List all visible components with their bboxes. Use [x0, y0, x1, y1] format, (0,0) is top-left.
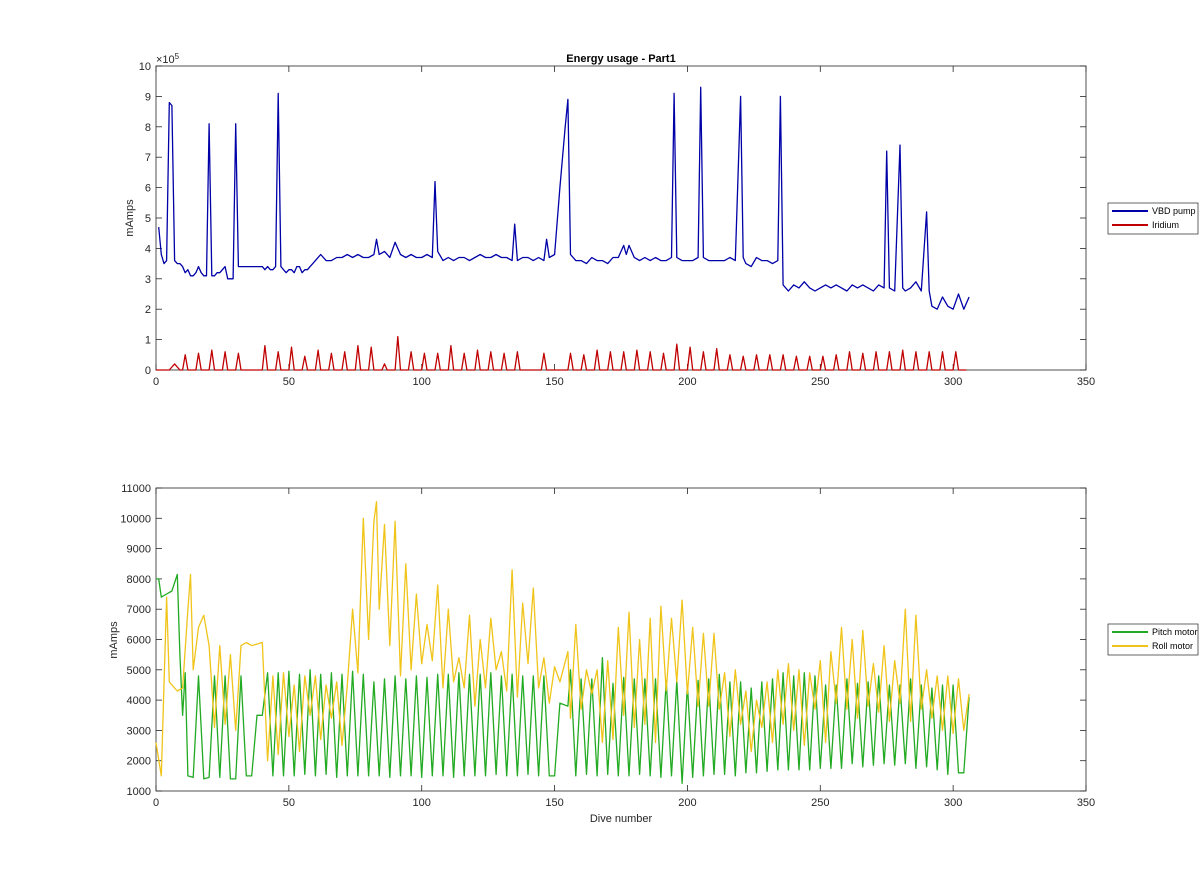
top-x-tick-label: 350: [1077, 376, 1095, 388]
top-x-tick-label: 200: [678, 376, 696, 388]
top-y-tick-label: 9: [145, 91, 151, 103]
top-y-tick-label: 6: [145, 183, 151, 195]
top-y-ticks: 0 1 2 3 4 5 6 7 8 9 10: [139, 61, 1086, 377]
top-x-tick-label: 300: [944, 376, 962, 388]
bottom-x-axis-label: Dive number: [590, 813, 653, 825]
top-series-group: [156, 86, 970, 371]
top-y-axis-label: mAmps: [124, 199, 136, 237]
top-legend-label-iridium: Iridium: [1152, 220, 1179, 230]
top-y-tick-label: 1: [145, 335, 151, 347]
top-y-tick-label: 3: [145, 274, 151, 286]
top-legend: VBD pump Iridium: [1107, 202, 1199, 235]
bot-y-tick-label: 5000: [127, 665, 151, 677]
top-y-tick-label: 0: [145, 365, 151, 377]
bot-x-tick-label: 200: [678, 797, 696, 809]
bottom-legend: Pitch motor Roll motor: [1107, 623, 1199, 656]
top-plot-area: [155, 65, 1087, 371]
bottom-y-axis-label: mAmps: [108, 621, 120, 659]
bottom-plot-area: [155, 487, 1087, 792]
top-y-tick-label: 4: [145, 243, 151, 255]
bottom-series-group: [155, 500, 970, 785]
bot-y-tick-label: 3000: [127, 725, 151, 737]
top-y-tick-label: 10: [139, 61, 151, 73]
top-x-tick-label: 150: [545, 376, 563, 388]
top-x-tick-label: 100: [413, 376, 431, 388]
bot-y-tick-label: 6000: [127, 635, 151, 647]
bottom-legend-box: [1107, 623, 1199, 656]
bot-y-tick-label: 11000: [121, 483, 151, 495]
top-y-exponent: ×105: [156, 52, 180, 66]
bottom-legend-label-roll: Roll motor: [1152, 641, 1193, 651]
bot-x-tick-label: 300: [944, 797, 962, 809]
bottom-legend-label-pitch: Pitch motor: [1152, 627, 1198, 637]
bot-x-tick-label: 50: [283, 797, 295, 809]
bot-x-tick-label: 350: [1077, 797, 1095, 809]
top-y-tick-label: 2: [145, 304, 151, 316]
top-chart-title: Energy usage - Part1: [566, 53, 675, 65]
top-x-tick-label: 0: [153, 376, 159, 388]
bot-y-tick-label: 8000: [127, 574, 151, 586]
bot-y-tick-label: 9000: [127, 544, 151, 556]
bottom-x-ticks: 0 50 100 150 200 250 300 350: [153, 488, 1095, 809]
bot-y-tick-label: 10000: [120, 513, 151, 525]
top-legend-box: [1107, 202, 1199, 235]
bot-y-tick-label: 1000: [127, 786, 151, 798]
bot-x-tick-label: 0: [153, 797, 159, 809]
top-series-line-vbd-pump: [158, 86, 970, 310]
top-y-tick-label: 7: [145, 152, 151, 164]
bot-y-tick-label: 2000: [127, 756, 151, 768]
top-x-tick-label: 50: [283, 376, 295, 388]
top-x-ticks: 0 50 100 150 200 250 300 350: [153, 66, 1095, 388]
top-legend-label-vbd: VBD pump: [1152, 206, 1196, 216]
top-y-exponent-power: 5: [175, 52, 180, 61]
bot-x-tick-label: 100: [413, 797, 431, 809]
bottom-y-ticks: 1000 2000 3000 4000 5000 6000 7000 8000 9000 1000…: [120, 483, 1086, 798]
bottom-axes: 0 50 100 150 200 250 300 350 1000 2000 3000 4000 50…: [108, 483, 1199, 825]
bot-y-tick-label: 7000: [127, 604, 151, 616]
top-series-line-iridium: [156, 335, 967, 371]
top-y-tick-label: 5: [145, 213, 151, 225]
top-y-exponent-base: ×10: [156, 54, 175, 66]
bot-x-tick-label: 250: [811, 797, 829, 809]
bot-y-tick-label: 4000: [127, 695, 151, 707]
bot-series-line-roll-motor: [155, 500, 970, 777]
top-x-tick-label: 250: [811, 376, 829, 388]
bot-series-line-pitch-motor: [156, 573, 970, 785]
top-y-tick-label: 8: [145, 122, 151, 134]
bot-x-tick-label: 150: [545, 797, 563, 809]
